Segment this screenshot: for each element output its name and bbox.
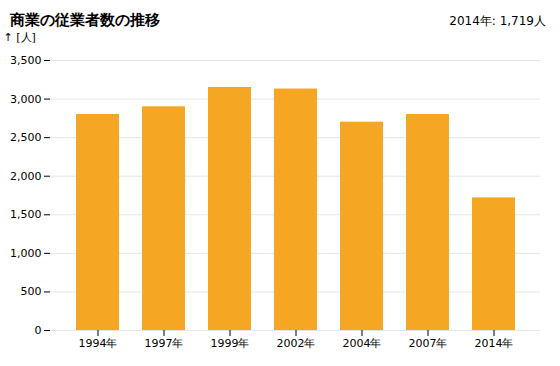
svg-text:3,000: 3,000 — [10, 93, 42, 106]
svg-text:3,500: 3,500 — [10, 54, 42, 67]
svg-text:0: 0 — [35, 324, 42, 337]
svg-text:↑ [人]: ↑ [人] — [4, 31, 36, 44]
svg-text:2014年: 2014年 — [475, 337, 514, 350]
svg-text:1,500: 1,500 — [10, 208, 42, 221]
svg-text:500: 500 — [21, 285, 42, 298]
svg-text:2002年: 2002年 — [277, 337, 316, 350]
svg-text:1997年: 1997年 — [145, 337, 184, 350]
svg-text:2004年: 2004年 — [343, 337, 382, 350]
svg-text:1,000: 1,000 — [10, 247, 42, 260]
svg-text:1994年: 1994年 — [79, 337, 118, 350]
html-text:2014年: 1,719人: 2014年: 1,719人 — [449, 14, 546, 28]
svg-text:2,500: 2,500 — [10, 131, 42, 144]
html-text:商業の従業者数の推移: 商業の従業者数の推移 — [10, 11, 160, 29]
svg-text:2007年: 2007年 — [409, 337, 448, 350]
svg-text:1999年: 1999年 — [211, 337, 250, 350]
svg-text:2,000: 2,000 — [10, 170, 42, 183]
